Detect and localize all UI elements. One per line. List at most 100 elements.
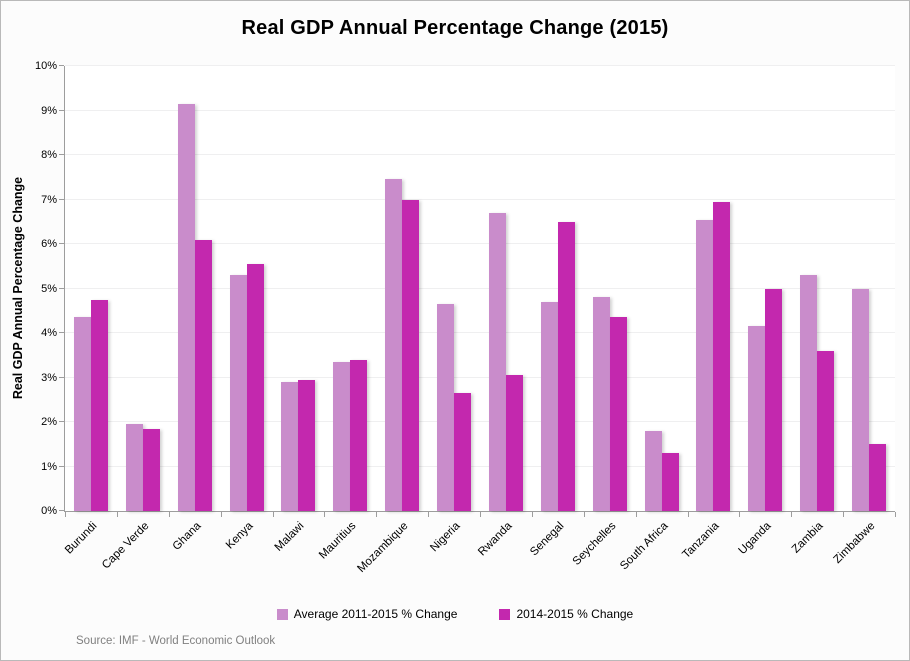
- y-tick-label: 6%: [41, 238, 57, 250]
- bar-series1-zimbabwe: [852, 288, 870, 511]
- y-tick-mark: [59, 465, 64, 467]
- gridline: [65, 332, 895, 333]
- bar-series1-burundi: [73, 317, 91, 511]
- bar-series2-malawi: [298, 379, 316, 511]
- bar-series2-mauritius: [350, 359, 368, 511]
- bar-group-zambia: [791, 66, 843, 511]
- x-tick-mark: [480, 512, 481, 517]
- bar-series2-seychelles: [609, 317, 627, 511]
- bar-series1-ghana: [177, 103, 195, 511]
- bar-series2-burundi: [90, 299, 108, 511]
- bar-group-tanzania: [688, 66, 740, 511]
- y-tick-label: 7%: [41, 193, 57, 206]
- x-tick-mark: [583, 512, 585, 517]
- x-tick-mark: [168, 512, 170, 517]
- bar-series1-nigeria: [437, 304, 455, 511]
- bar-series2-tanzania: [713, 201, 731, 511]
- bar-series2-nigeria: [454, 393, 472, 511]
- bar-group-kenya: [221, 66, 273, 511]
- y-tick-label: 3%: [41, 371, 57, 384]
- y-tick-label: 10%: [34, 60, 57, 72]
- gridline: [65, 198, 895, 200]
- x-tick-mark: [791, 512, 793, 517]
- gridline: [65, 243, 895, 244]
- bar-series1-seychelles: [592, 297, 610, 511]
- bar-series1-cape-verde: [125, 424, 143, 511]
- y-tick-label: 2%: [41, 416, 57, 428]
- bar-series2-south-africa: [661, 453, 679, 511]
- bar-series2-kenya: [246, 264, 264, 511]
- bar-series-container: [65, 66, 895, 511]
- bar-series1-zambia: [800, 275, 818, 511]
- x-tick-mark: [635, 512, 637, 517]
- x-tick-mark: [739, 512, 741, 517]
- bar-group-cape-verde: [117, 66, 169, 511]
- source-note: Source: IMF - World Economic Outlook: [76, 635, 276, 647]
- gridline: [65, 376, 895, 378]
- legend-label: 2014-2015 % Change: [516, 607, 634, 621]
- bar-series2-uganda: [765, 288, 783, 511]
- x-tick-mark: [843, 512, 845, 517]
- x-tick-mark: [687, 512, 689, 517]
- x-tick-mark: [65, 512, 66, 517]
- legend-swatch-icon: [276, 608, 288, 620]
- bar-group-rwanda: [480, 66, 532, 511]
- y-tick-mark: [59, 109, 64, 111]
- bar-group-malawi: [273, 66, 325, 511]
- x-tick-mark: [220, 512, 222, 517]
- y-tick-mark: [59, 198, 64, 200]
- y-tick-label: 5%: [41, 282, 57, 295]
- bar-series2-zimbabwe: [869, 444, 887, 511]
- y-tick-label: 9%: [41, 104, 57, 117]
- y-tick-mark: [59, 376, 64, 378]
- x-tick-mark: [116, 512, 118, 517]
- bar-series1-tanzania: [696, 219, 714, 511]
- bar-group-nigeria: [428, 66, 480, 511]
- x-tick-mark: [531, 512, 533, 517]
- x-tick-mark: [324, 512, 326, 517]
- y-tick-mark: [59, 510, 64, 511]
- legend-item-series1: Average 2011-2015 % Change: [276, 607, 458, 621]
- bar-series1-south-africa: [644, 430, 662, 511]
- bar-series1-uganda: [748, 326, 766, 511]
- bar-series1-rwanda: [488, 212, 506, 511]
- bar-group-mozambique: [376, 66, 428, 511]
- legend-label: Average 2011-2015 % Change: [293, 607, 458, 621]
- y-tick-mark: [59, 332, 64, 333]
- bar-series2-rwanda: [505, 375, 523, 511]
- bar-group-senegal: [532, 66, 584, 511]
- y-tick-mark: [59, 243, 64, 244]
- x-tick-mark: [428, 512, 430, 517]
- x-tick-mark: [376, 512, 378, 517]
- bar-series2-cape-verde: [142, 428, 160, 511]
- x-tick-mark: [272, 512, 274, 517]
- legend: Average 2011-2015 % Change 2014-2015 % Ch…: [1, 607, 909, 621]
- bar-series2-ghana: [194, 239, 212, 511]
- gridline: [65, 109, 895, 111]
- bar-group-south-africa: [636, 66, 688, 511]
- gridline: [65, 287, 895, 289]
- legend-item-series2: 2014-2015 % Change: [499, 607, 633, 621]
- y-tick-label: 8%: [41, 149, 57, 161]
- chart-title: Real GDP Annual Percentage Change (2015): [241, 17, 669, 39]
- gridline: [65, 65, 895, 66]
- gridline: [65, 465, 895, 467]
- bar-series1-mozambique: [385, 179, 403, 511]
- plot-area: 0% 1% 2% 3% 4% 5% 6% 7% 8% 9% 10% Burundi Cape Verd…: [35, 60, 896, 575]
- bar-group-zimbabwe: [843, 66, 895, 511]
- bar-series2-senegal: [557, 221, 575, 511]
- bar-series1-malawi: [281, 381, 299, 511]
- bar-group-seychelles: [584, 66, 636, 511]
- bar-series1-senegal: [540, 301, 558, 511]
- bar-group-mauritius: [324, 66, 376, 511]
- gridline: [65, 421, 895, 422]
- y-tick-label: 0%: [41, 505, 57, 517]
- bar-group-burundi: [65, 66, 117, 511]
- gridline: [65, 154, 895, 155]
- y-tick-mark: [59, 287, 64, 289]
- bar-group-ghana: [169, 66, 221, 511]
- bar-series1-mauritius: [333, 361, 351, 511]
- y-tick-mark: [59, 154, 64, 155]
- bar-series1-kenya: [229, 275, 247, 511]
